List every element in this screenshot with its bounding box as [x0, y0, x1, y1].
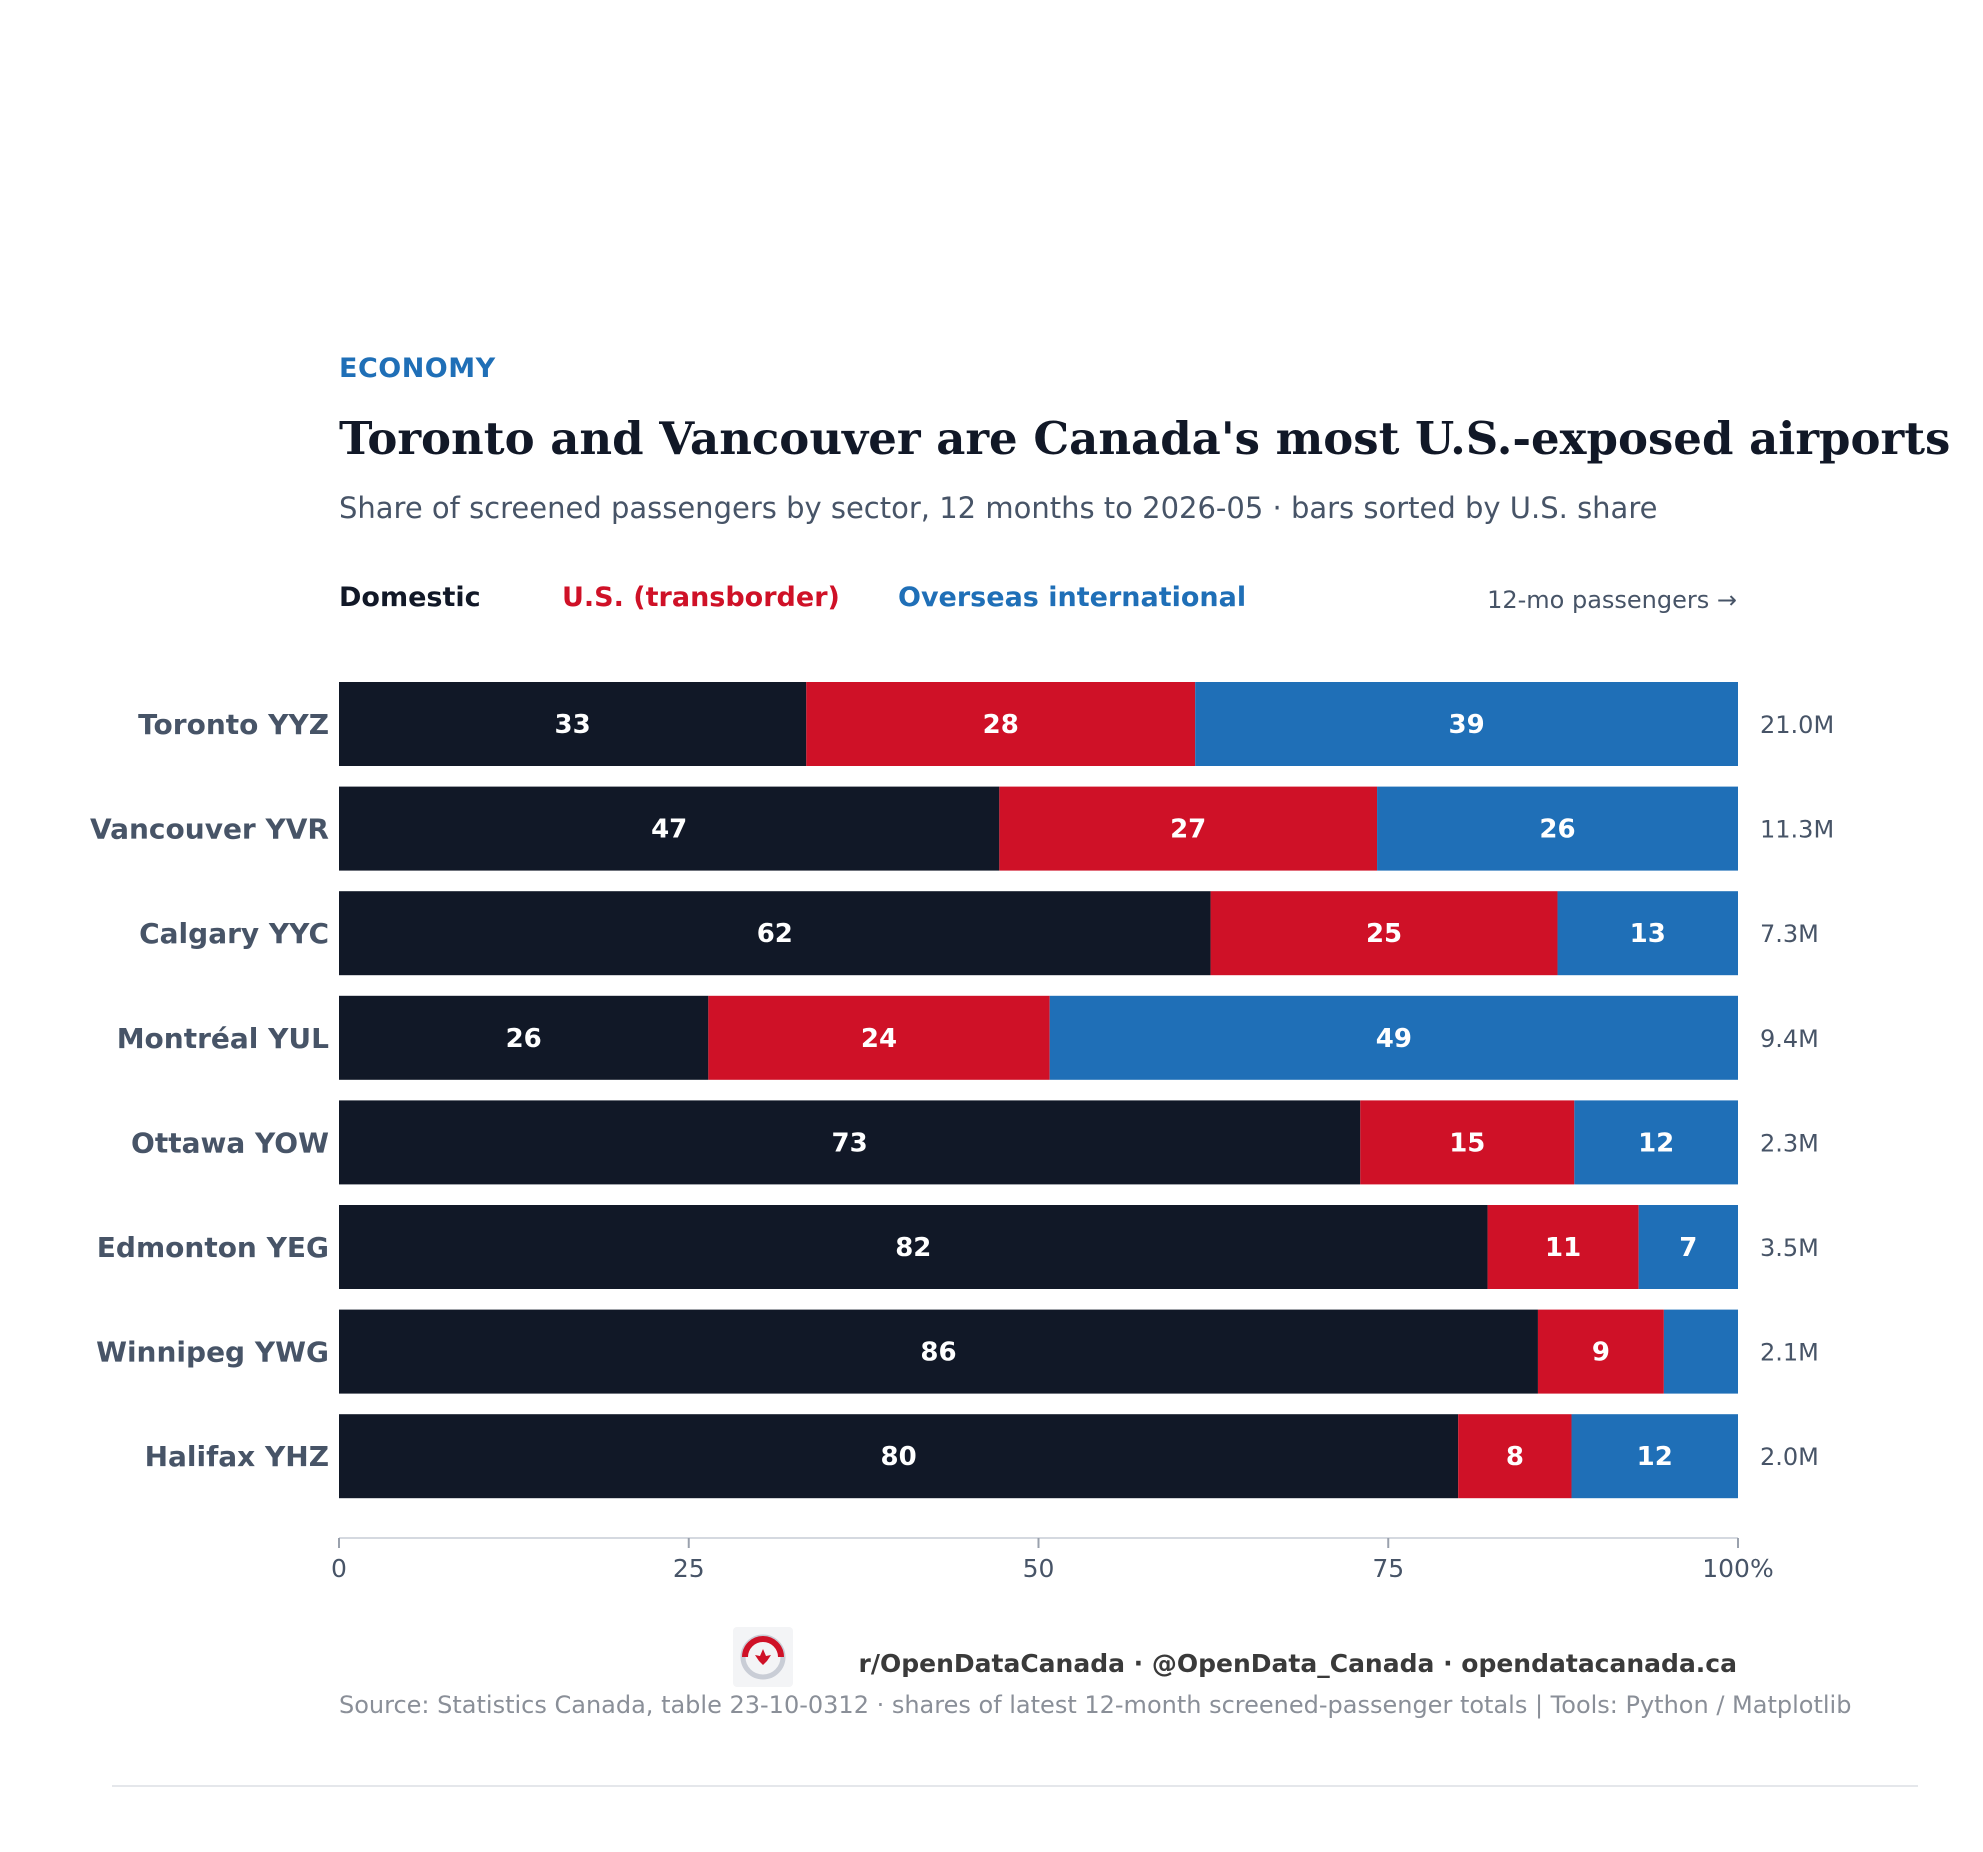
bar-us — [1487, 1205, 1639, 1289]
category-label: Montréal YUL — [117, 1022, 329, 1055]
category-label: Vancouver YVR — [90, 813, 329, 846]
bar-value-label: 47 — [651, 815, 687, 845]
bar-value-label: 25 — [1366, 919, 1402, 949]
bar-domestic — [339, 1414, 1459, 1499]
footer-rule — [112, 1785, 1918, 1787]
passengers-label: 21.0M — [1760, 711, 1834, 739]
stacked-bar-chart: Toronto YYZ 33 28 39 21.0M Vancouver YVR 47 27 2… — [90, 682, 1834, 1583]
x-tick-label: 50 — [1023, 1554, 1055, 1583]
bar-domestic — [339, 891, 1211, 976]
passengers-label: 2.0M — [1760, 1443, 1819, 1471]
bar-domestic — [339, 786, 1000, 871]
passengers-label: 7.3M — [1760, 920, 1819, 948]
legend-overseas: Overseas international — [898, 582, 1247, 613]
bar-value-label: 28 — [983, 710, 1019, 740]
x-tick-label: 75 — [1372, 1554, 1404, 1583]
chart-title: Toronto and Vancouver are Canada's most … — [339, 412, 1951, 465]
x-tick-label: 100% — [1702, 1554, 1773, 1583]
legend-passengers-note: 12-mo passengers → — [1487, 586, 1737, 614]
bar-value-label: 62 — [757, 919, 793, 949]
bar-value-label: 27 — [1170, 815, 1206, 845]
maple-leaf-icon — [740, 1634, 786, 1680]
bar-overseas — [1638, 1205, 1738, 1289]
category-label: Ottawa YOW — [131, 1126, 329, 1159]
x-tick-label: 0 — [331, 1554, 347, 1583]
bar-value-label: 82 — [895, 1233, 931, 1263]
bar-us — [1360, 1100, 1575, 1185]
bar-overseas — [1049, 995, 1738, 1080]
bar-value-label: 24 — [861, 1024, 897, 1054]
bar-value-label: 73 — [832, 1128, 868, 1158]
category-label: Edmonton YEG — [97, 1231, 329, 1264]
bar-value-label: 9 — [1592, 1338, 1610, 1368]
bar-value-label: 11 — [1545, 1233, 1581, 1263]
bar-value-label: 49 — [1376, 1024, 1412, 1054]
bar-overseas — [1557, 891, 1738, 976]
chart-subtitle: Share of screened passengers by sector, … — [339, 491, 1658, 525]
bar-value-label: 12 — [1637, 1442, 1673, 1472]
passengers-label: 9.4M — [1760, 1025, 1819, 1053]
bar-us — [1210, 891, 1558, 976]
bar-overseas — [1574, 1100, 1738, 1185]
bar-value-label: 8 — [1506, 1442, 1524, 1472]
category-label: Toronto YYZ — [138, 708, 329, 741]
passengers-label: 2.3M — [1760, 1129, 1819, 1157]
passengers-label: 11.3M — [1760, 816, 1834, 844]
category-label: Winnipeg YWG — [96, 1336, 329, 1369]
passengers-label: 3.5M — [1760, 1234, 1819, 1262]
category-label: Calgary YYC — [139, 917, 329, 950]
passengers-label: 2.1M — [1760, 1339, 1819, 1367]
category-label: Halifax YHZ — [145, 1440, 329, 1473]
bar-domestic — [339, 1309, 1538, 1394]
bar-domestic — [339, 1100, 1361, 1185]
bar-value-label: 15 — [1449, 1128, 1485, 1158]
footer-handles: r/OpenDataCanada · @OpenData_Canada · op… — [858, 1649, 1737, 1678]
legend-us: U.S. (transborder) — [562, 582, 840, 613]
bar-us — [806, 682, 1196, 766]
bar-domestic — [339, 682, 807, 766]
bar-us — [999, 786, 1378, 871]
bar-us — [708, 995, 1050, 1080]
bar-value-label: 7 — [1679, 1233, 1697, 1263]
bar-overseas — [1571, 1414, 1738, 1499]
bar-domestic — [339, 995, 709, 1080]
bar-value-label: 26 — [1539, 815, 1575, 845]
bar-value-label: 33 — [555, 710, 591, 740]
bar-value-label: 86 — [920, 1338, 956, 1368]
bar-us — [1537, 1309, 1664, 1394]
bar-us — [1458, 1414, 1572, 1499]
bar-value-label: 26 — [506, 1024, 542, 1054]
bar-overseas — [1377, 786, 1738, 871]
bar-value-label: 13 — [1630, 919, 1666, 949]
bar-value-label: 80 — [881, 1442, 917, 1472]
bar-domestic — [339, 1205, 1488, 1289]
section-kicker: ECONOMY — [339, 353, 496, 384]
legend-domestic: Domestic — [339, 582, 481, 613]
opendatacanada-logo — [733, 1627, 793, 1687]
bar-value-label: 12 — [1638, 1128, 1674, 1158]
bar-value-label: 39 — [1449, 710, 1485, 740]
bar-overseas — [1663, 1309, 1738, 1394]
x-tick-label: 25 — [673, 1554, 705, 1583]
bar-overseas — [1195, 682, 1738, 766]
source-note: Source: Statistics Canada, table 23-10-0… — [339, 1691, 1852, 1719]
